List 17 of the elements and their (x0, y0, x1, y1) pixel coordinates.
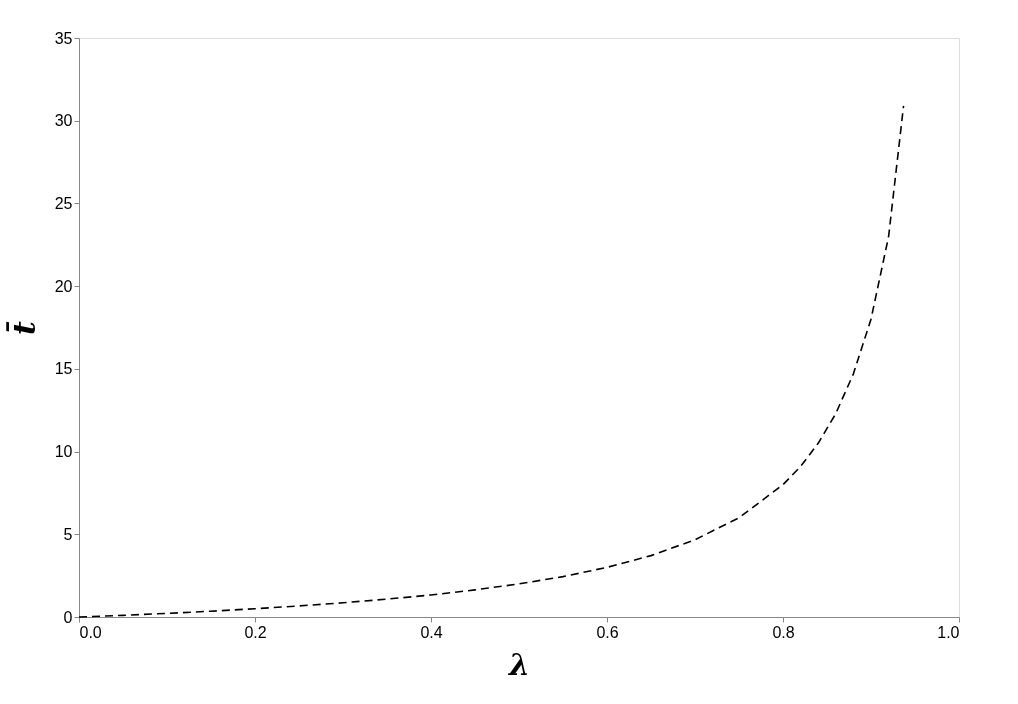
y-tick-label: 15 (54, 360, 73, 378)
x-axis-title: λ (506, 646, 531, 682)
x-tick-label: 0.6 (596, 623, 619, 641)
y-tick-label: 25 (54, 194, 73, 212)
y-tick-label: 5 (63, 525, 73, 543)
x-tick-label: 1.0 (937, 623, 960, 641)
x-tick-label: 0.4 (420, 623, 443, 641)
y-tick-label: 0 (63, 608, 73, 626)
x-tick-label: 0.2 (244, 623, 267, 641)
x-tick-label: 0.0 (79, 623, 102, 641)
y-tick-label: 20 (54, 277, 73, 295)
y-tick-label: 30 (54, 112, 73, 130)
x-tick-label: 0.8 (772, 623, 795, 641)
y-tick-label: 35 (54, 29, 73, 47)
y-tick-label: 10 (54, 443, 73, 461)
y-axis-title: t̄ (6, 320, 42, 335)
line-series (78, 105, 905, 618)
